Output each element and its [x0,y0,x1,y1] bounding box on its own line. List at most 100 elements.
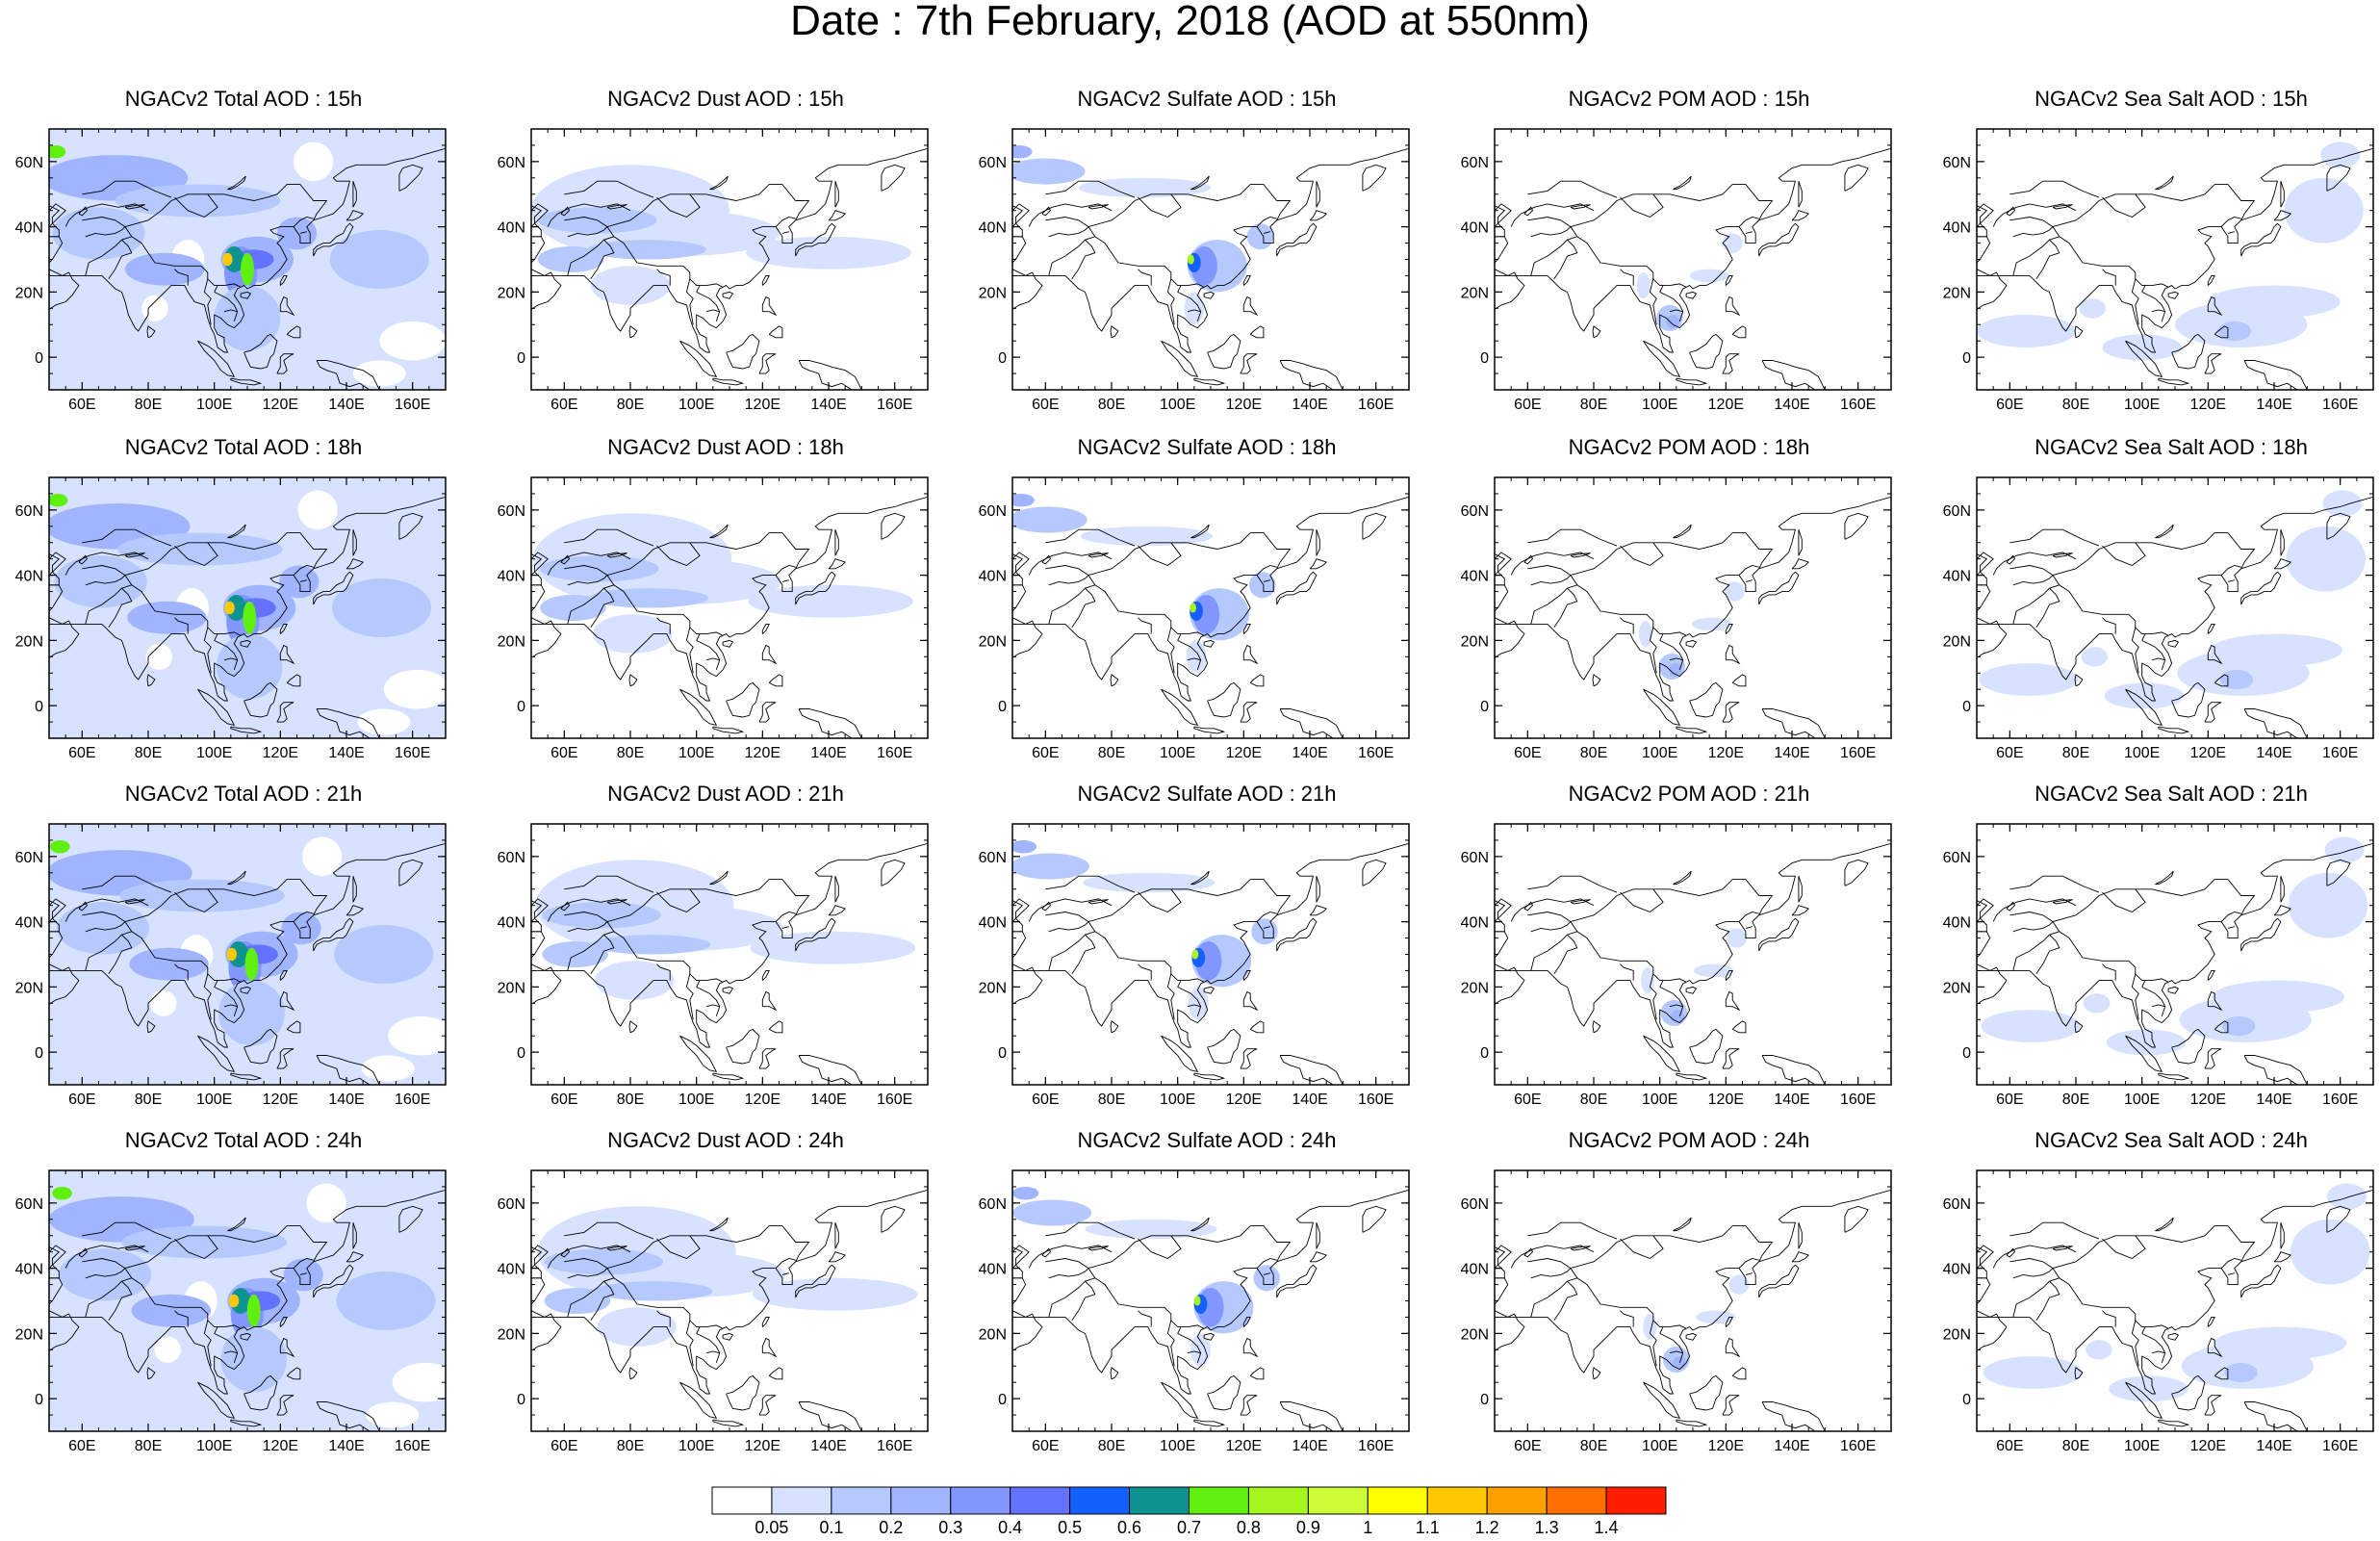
aerosol-field [1012,824,1409,1085]
colorbar-box [1605,1486,1667,1515]
lat-tick-label: 0 [998,699,1007,715]
lon-tick-label: 60E [68,397,95,413]
lon-tick-label: 100E [196,745,232,761]
lat-tick-label: 20N [498,1326,525,1343]
colorbar-label: 0.6 [1117,1518,1141,1537]
lat-tick-label: 40N [1461,1262,1489,1278]
colorbar-box [890,1486,952,1515]
colorbar-label: 0.7 [1177,1518,1201,1537]
lon-tick-label: 100E [1642,745,1677,761]
map-panel-pom-1: NGACv2 POM AOD : 18h 60N 40N 20N 0 60E 80E 100E… [1461,435,1892,761]
map-plot: 60N 40N 20N 0 60E 80E 100E 120E 140E 160E [15,128,447,413]
lon-tick-label: 120E [1708,745,1744,761]
lat-tick-label: 60N [498,850,525,866]
lon-tick-label: 140E [1292,1092,1327,1108]
lat-tick-label: 60N [979,850,1007,866]
lon-tick-label: 60E [1514,397,1541,413]
lon-tick-label: 140E [328,1092,364,1108]
lat-tick-label: 20N [15,285,43,301]
lon-tick-label: 60E [550,397,577,413]
aerosol-field [1012,477,1409,738]
lon-tick-label: 100E [196,397,232,413]
lat-tick-label: 0 [1480,350,1489,367]
lon-tick-label: 140E [1292,1438,1327,1454]
map-plot: 60N 40N 20N 0 60E 80E 100E 120E 140E 160E [1461,1169,1892,1454]
panel-title: NGACv2 Sulfate AOD : 21h [1077,782,1337,806]
lon-tick-label: 140E [1292,745,1327,761]
lon-tick-label: 140E [2256,745,2291,761]
colorbar-label: 1.2 [1475,1518,1499,1537]
coastlines [1012,1170,1409,1431]
lon-tick-label: 60E [1996,1092,2023,1108]
lon-tick-label: 120E [2190,1438,2226,1454]
coastlines [1977,477,2373,738]
lon-tick-label: 140E [1774,1092,1809,1108]
aerosol-field [531,1170,928,1431]
map-panel-dust-1: NGACv2 Dust AOD : 18h 60N 40N 20N 0 60E 80E 100… [498,435,929,761]
panel-title: NGACv2 Sulfate AOD : 24h [1077,1128,1337,1152]
lat-tick-label: 60N [979,1196,1007,1213]
colorbar-box [1129,1486,1190,1515]
panel-title: NGACv2 Total AOD : 21h [124,782,363,806]
colorbar-box [831,1486,892,1515]
aerosol-field [531,129,928,390]
lon-tick-label: 120E [1226,745,1262,761]
aerosol-field [1012,129,1409,390]
panel-title: NGACv2 Dust AOD : 18h [607,435,844,459]
lat-tick-label: 20N [979,633,1007,650]
lat-tick-label: 20N [1943,633,1971,650]
aerosol-field [531,477,928,738]
aerosol-field [49,1170,446,1431]
map-panel-seasalt-3: NGACv2 Sea Salt AOD : 24h 60N 40N 20N 0 60E 80… [1943,1128,2374,1454]
lon-tick-label: 140E [810,1438,846,1454]
lat-tick-label: 60N [1461,1196,1489,1213]
lat-tick-label: 0 [35,699,43,715]
panel-title: NGACv2 Sea Salt AOD : 18h [2035,435,2308,459]
lat-tick-label: 20N [979,1326,1007,1343]
lat-tick-label: 60N [1943,155,1971,171]
lon-tick-label: 60E [550,1438,577,1454]
lat-tick-label: 20N [498,980,525,996]
lon-tick-label: 100E [678,397,714,413]
lon-tick-label: 100E [1160,1092,1195,1108]
colorbar-label: 0.8 [1237,1518,1261,1537]
lon-tick-label: 60E [1032,1438,1059,1454]
lon-tick-label: 100E [2124,397,2160,413]
panel-title: NGACv2 Sulfate AOD : 15h [1077,87,1337,111]
panel-title: NGACv2 Sea Salt AOD : 24h [2035,1128,2308,1152]
coastlines [1012,129,1409,390]
lon-tick-label: 160E [1840,397,1876,413]
lon-tick-label: 100E [1160,745,1195,761]
lon-tick-label: 120E [745,1092,781,1108]
colorbar-box [1069,1486,1131,1515]
panel-title: NGACv2 Total AOD : 24h [124,1128,363,1152]
lat-tick-label: 0 [998,1392,1007,1408]
lon-tick-label: 80E [2062,1092,2089,1108]
lat-tick-label: 40N [979,220,1007,237]
lat-tick-label: 40N [979,569,1007,585]
lon-tick-label: 160E [877,1092,912,1108]
coastlines [1495,129,1891,390]
map-panel-pom-2: NGACv2 POM AOD : 21h 60N 40N 20N 0 60E 80E 100E… [1461,782,1892,1108]
lon-tick-label: 100E [1642,1092,1677,1108]
lon-tick-label: 60E [68,1438,95,1454]
lat-tick-label: 40N [15,569,43,585]
lon-tick-label: 160E [395,1092,430,1108]
coastlines [1977,824,2373,1085]
colorbar-box [1367,1486,1428,1515]
lon-tick-label: 160E [2322,1092,2358,1108]
panel-title: NGACv2 POM AOD : 18h [1568,435,1810,459]
map-plot: 60N 40N 20N 0 60E 80E 100E 120E 140E 160E [1943,128,2374,413]
lat-tick-label: 20N [979,285,1007,301]
aerosol-field [1495,1170,1891,1431]
lat-tick-label: 60N [979,155,1007,171]
lon-tick-label: 160E [877,1438,912,1454]
lon-tick-label: 60E [1996,745,2023,761]
lat-tick-label: 0 [998,1045,1007,1062]
colorbar-label: 0.9 [1296,1518,1320,1537]
coastlines [1012,824,1409,1085]
lon-tick-label: 160E [1840,1438,1876,1454]
aerosol-field [1977,824,2373,1085]
lon-tick-label: 160E [1358,1092,1394,1108]
map-panel-total-0: NGACv2 Total AOD : 15h 60N 40N 20N 0 60E 80E 10… [15,87,447,413]
